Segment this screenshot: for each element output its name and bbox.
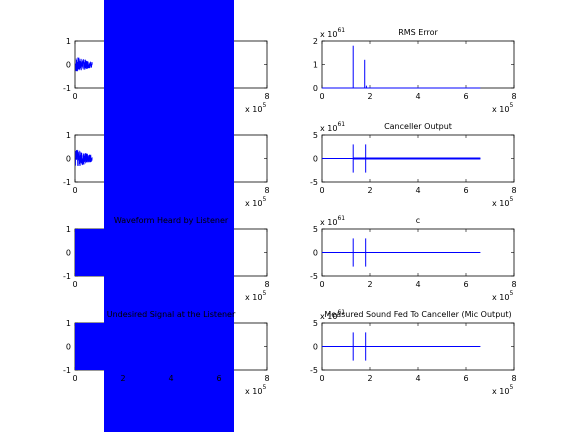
x-tick-label: 4 xyxy=(415,92,420,101)
x-tick-label: 8 xyxy=(511,92,516,101)
x-tick-label: 0 xyxy=(319,92,324,101)
y-tick-label: 0 xyxy=(313,84,318,93)
y-tick-label: 0 xyxy=(313,343,318,352)
x-tick-label: 2 xyxy=(367,186,372,195)
y-tick-label: 2 xyxy=(313,37,318,46)
y-exponent-label: x 1061 xyxy=(320,215,345,227)
x-exponent-label: x 105 xyxy=(245,196,266,208)
y-exponent-label: x 1061 xyxy=(320,309,345,321)
y-tick-label: -1 xyxy=(63,178,71,187)
series-1 xyxy=(322,238,481,267)
x-tick-label: 6 xyxy=(216,374,221,383)
x-exponent-label: x 105 xyxy=(245,384,266,396)
axes-box xyxy=(321,40,515,89)
y-exponent-label: x 1061 xyxy=(320,27,345,39)
y-tick-label: 0 xyxy=(313,249,318,258)
y-tick-label: 5 xyxy=(313,319,318,328)
x-tick-label: 4 xyxy=(415,186,420,195)
signal-trace xyxy=(75,57,93,72)
x-tick-label: 2 xyxy=(367,92,372,101)
x-tick-label: 8 xyxy=(264,92,269,101)
x-exponent-label: x 105 xyxy=(492,196,513,208)
x-tick-label: 4 xyxy=(168,374,173,383)
x-tick-label: 0 xyxy=(72,92,77,101)
filled-region xyxy=(75,323,104,370)
chart-title: Undesired Signal at the Listener xyxy=(107,310,236,319)
y-tick-label: 5 xyxy=(313,131,318,140)
x-tick-label: 8 xyxy=(264,374,269,383)
x-tick-label: 6 xyxy=(463,186,468,195)
y-tick-label: 1 xyxy=(66,131,71,140)
x-tick-label: 8 xyxy=(511,186,516,195)
y-tick-label: 5 xyxy=(313,225,318,234)
chart-title: c xyxy=(416,216,420,225)
x-exponent-label: x 105 xyxy=(492,384,513,396)
x-exponent-label: x 105 xyxy=(492,102,513,114)
y-tick-label: 0 xyxy=(66,343,71,352)
y-tick-label: 0 xyxy=(313,155,318,164)
x-tick-label: 0 xyxy=(72,186,77,195)
x-tick-label: 8 xyxy=(511,280,516,289)
x-tick-label: 6 xyxy=(463,374,468,383)
x-tick-label: 0 xyxy=(319,374,324,383)
y-tick-label: 1 xyxy=(66,37,71,46)
y-tick-label: 0 xyxy=(66,155,71,164)
x-tick-label: 0 xyxy=(319,186,324,195)
series-1 xyxy=(322,45,481,89)
x-tick-label: 4 xyxy=(415,280,420,289)
x-tick-label: 6 xyxy=(463,280,468,289)
y-tick-label: -5 xyxy=(310,366,318,375)
y-tick-label: -5 xyxy=(310,272,318,281)
series-1 xyxy=(75,149,93,167)
filled-region xyxy=(75,229,104,276)
x-tick-label: 2 xyxy=(367,280,372,289)
chart-title: Canceller Output xyxy=(384,122,452,131)
y-tick-label: -1 xyxy=(63,84,71,93)
x-tick-label: 0 xyxy=(72,280,77,289)
x-tick-label: 8 xyxy=(264,186,269,195)
y-tick-label: 1 xyxy=(66,225,71,234)
y-tick-label: -5 xyxy=(310,178,318,187)
x-exponent-label: x 105 xyxy=(245,290,266,302)
y-exponent-label: x 1061 xyxy=(320,121,345,133)
subplot-2: 0 2 4 6 8 0 1 2 x 105 x 1061 RMS Error xyxy=(313,27,517,114)
y-tick-label: 1 xyxy=(66,319,71,328)
x-tick-label: 6 xyxy=(463,92,468,101)
x-tick-label: 2 xyxy=(367,374,372,383)
y-tick-label: -1 xyxy=(63,272,71,281)
x-exponent-label: x 105 xyxy=(492,290,513,302)
x-exponent-label: x 105 xyxy=(245,102,266,114)
x-tick-label: 4 xyxy=(415,374,420,383)
series-1 xyxy=(75,57,93,72)
series-1 xyxy=(322,144,481,173)
chart-title: Measured Sound Fed To Canceller (Mic Out… xyxy=(324,310,511,319)
y-tick-label: 0 xyxy=(66,249,71,258)
x-tick-label: 0 xyxy=(72,374,77,383)
chart-title: Waveform Heard by Listener xyxy=(114,216,229,225)
y-tick-label: -1 xyxy=(63,366,71,375)
series-1 xyxy=(322,332,481,361)
overlay-block xyxy=(104,0,234,432)
y-tick-label: 1 xyxy=(313,61,318,70)
x-tick-label: 8 xyxy=(264,280,269,289)
chart-title: RMS Error xyxy=(398,28,438,37)
x-tick-label: 8 xyxy=(511,374,516,383)
y-tick-label: 0 xyxy=(66,61,71,70)
signal-trace xyxy=(75,149,93,167)
x-tick-label: 0 xyxy=(319,280,324,289)
x-tick-label: 2 xyxy=(120,374,125,383)
